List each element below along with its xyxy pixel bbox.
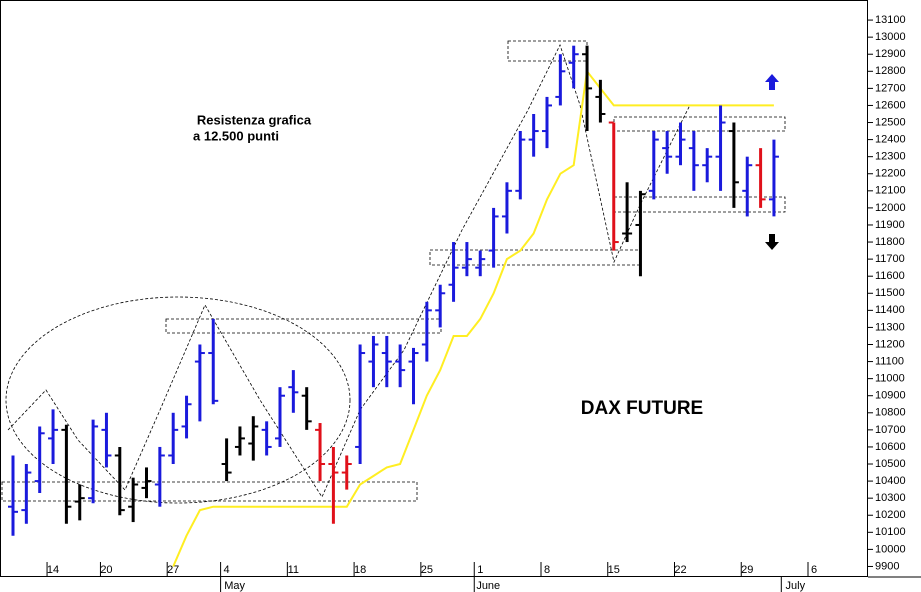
y-tick-label: 12100: [875, 185, 906, 197]
y-tick-label: 12600: [875, 99, 906, 111]
pattern-ellipse: [5, 296, 351, 504]
annotation: a 12.500 punti: [193, 128, 279, 143]
y-tick-label: 12200: [875, 168, 906, 180]
y-tick-label: 11100: [875, 355, 904, 367]
annotation: Resistenza grafica: [197, 112, 312, 127]
y-tick-label: 10200: [875, 509, 906, 521]
y-tick-label: 10900: [875, 390, 906, 402]
month-label: May: [224, 580, 245, 592]
y-tick-label: 11000: [875, 373, 905, 385]
y-tick-label: 10500: [875, 458, 906, 470]
y-tick-label: 12400: [875, 134, 906, 146]
x-tick-label: 29: [741, 564, 753, 576]
y-tick-label: 10700: [875, 424, 906, 436]
y-tick-label: 10400: [875, 475, 906, 487]
x-tick-label: 8: [544, 564, 550, 576]
x-tick-label: 6: [811, 564, 817, 576]
y-tick-label: 11600: [875, 270, 905, 282]
y-tick-label: 12000: [875, 202, 906, 214]
y-tick-label: 10000: [875, 543, 906, 555]
y-tick-label: 10100: [875, 526, 906, 538]
y-tick-label: 11800: [875, 236, 905, 248]
y-tick-label: 12300: [875, 151, 906, 163]
y-tick-label: 11200: [875, 338, 905, 350]
reference-line: [172, 68, 774, 567]
range-bottom-box: [613, 196, 786, 213]
y-tick-label: 10600: [875, 441, 906, 453]
x-tick-label: 20: [100, 564, 112, 576]
up-arrow: [765, 74, 779, 90]
chart-label: DAX FUTURE: [581, 398, 703, 419]
y-tick-label: 10300: [875, 492, 906, 504]
x-tick-label: 18: [354, 564, 366, 576]
y-tick-label: 12800: [875, 65, 906, 77]
down-arrow: [765, 234, 779, 250]
y-tick-label: 13100: [875, 14, 906, 26]
y-tick-label: 9900: [875, 560, 899, 572]
y-tick-label: 12900: [875, 48, 906, 60]
x-tick-label: 4: [224, 564, 230, 576]
y-tick-label: 11400: [875, 304, 905, 316]
y-tick-label: 11300: [875, 321, 905, 333]
x-tick-label: 27: [167, 564, 179, 576]
support-box: [1, 481, 418, 502]
x-tick-label: 1: [477, 564, 483, 576]
x-tick-label: 25: [421, 564, 433, 576]
top-box: [507, 40, 588, 62]
trend-lines: [7, 43, 691, 498]
y-tick-label: 11500: [875, 287, 905, 299]
y-tick-label: 13000: [875, 31, 906, 43]
y-tick-label: 11700: [875, 253, 905, 265]
y-tick-label: 12500: [875, 116, 906, 128]
x-tick-label: 15: [608, 564, 620, 576]
x-tick-label: 11: [288, 564, 299, 576]
month-label: July: [786, 580, 806, 592]
y-tick-label: 12700: [875, 82, 906, 94]
x-tick-label: 22: [674, 564, 686, 576]
y-tick-label: 11900: [875, 219, 905, 231]
x-tick-label: 14: [47, 564, 59, 576]
month-label: June: [476, 580, 500, 592]
y-tick-label: 10800: [875, 407, 906, 419]
